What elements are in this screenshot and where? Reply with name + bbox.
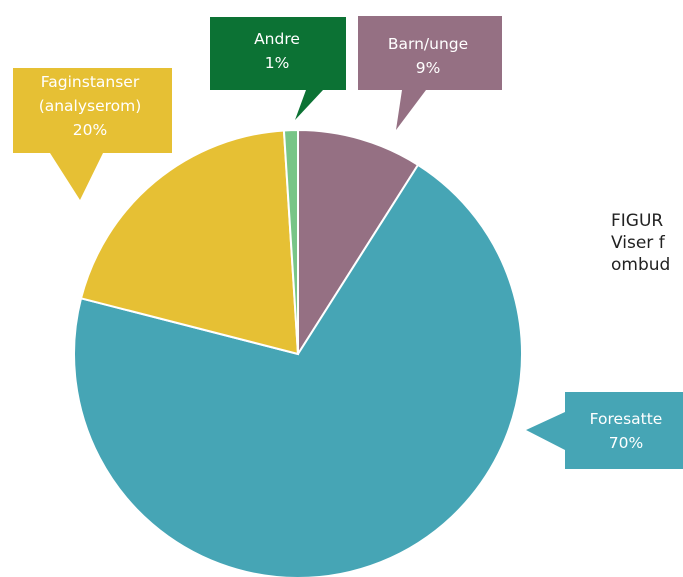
value-barn-unge: 9% — [416, 59, 441, 77]
callout-andre: Andre 1% — [210, 17, 346, 120]
callout-foresatte-box — [526, 392, 683, 469]
callout-faginstanser-box — [13, 68, 172, 200]
caption-line-1: FIGUR — [611, 211, 664, 231]
pie-slice-foresatte — [73, 163, 524, 577]
pie-slices — [73, 128, 524, 577]
label-foresatte: Foresatte — [590, 410, 663, 428]
value-foresatte: 70% — [609, 434, 643, 452]
label-barn-unge: Barn/unge — [388, 35, 468, 53]
callout-andre-box — [210, 17, 346, 120]
callout-barn-unge: Barn/unge 9% — [358, 16, 502, 130]
pie-slice-faginstanser — [79, 129, 300, 356]
callout-barn-unge-box — [358, 16, 502, 130]
caption-line-2: Viser f — [611, 233, 665, 253]
label-faginstanser-line2: (analyserom) — [39, 97, 142, 115]
caption-line-3: ombud — [611, 255, 671, 275]
pie-slice-barn-unge — [297, 128, 420, 358]
callout-foresatte: Foresatte 70% — [526, 392, 683, 469]
label-andre: Andre — [254, 30, 300, 48]
pie-slice-andre — [282, 128, 299, 355]
callout-faginstanser: Faginstanser (analyserom) 20% — [13, 68, 172, 200]
value-andre: 1% — [265, 54, 290, 72]
label-faginstanser: Faginstanser — [41, 73, 140, 91]
figure-caption: FIGUR Viser f ombud — [611, 210, 683, 276]
value-faginstanser: 20% — [73, 121, 107, 139]
